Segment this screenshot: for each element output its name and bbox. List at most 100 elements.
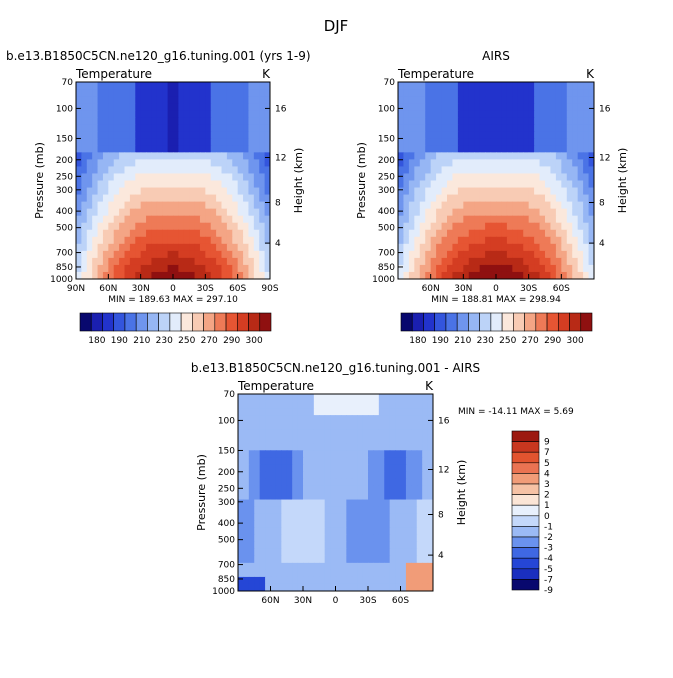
panel-airs-cell (403, 215, 410, 224)
panel-airs-cell (572, 159, 579, 168)
panel-airs-cell (506, 236, 513, 245)
panel-model-cell (173, 250, 179, 259)
panel-airs-cell (555, 250, 562, 259)
panel-diff-cell (319, 562, 326, 571)
panel-airs-cell (490, 201, 497, 210)
panel-model-cell (140, 103, 147, 111)
panel-airs-cell (398, 180, 405, 189)
panel-airs-cell (414, 138, 421, 146)
panel-airs-cell (566, 243, 573, 252)
panel-model-cell (124, 236, 131, 245)
panel-model-cell (124, 201, 131, 210)
panel-airs-cell (512, 82, 519, 90)
panel-model-xtick-label: 0 (170, 284, 176, 294)
panel-diff-cell (286, 401, 293, 409)
panel-airs-cell (398, 145, 405, 153)
panel-model-cell (221, 180, 228, 189)
panel-model-cell (140, 110, 147, 118)
panel-model-cell (216, 243, 223, 252)
panel-diff-cell (243, 499, 250, 508)
panel-diff-cell (270, 443, 277, 451)
panel-airs-cell (436, 208, 443, 217)
panel-diff-cell (373, 534, 380, 543)
panel-model-cell (140, 131, 147, 139)
panel-diff-cell (281, 408, 288, 416)
panel-model-cell (264, 103, 270, 111)
panel-airs-cell (403, 103, 410, 111)
panel-airs-cell (403, 159, 410, 168)
panel-diff-cell (389, 527, 396, 536)
panel-airs-cell (436, 117, 443, 125)
panel-airs-cell (468, 124, 475, 132)
panel-diff-cell (270, 569, 277, 578)
panel-airs-cell (403, 89, 410, 97)
panel-diff-cell (384, 485, 391, 494)
panel-airs-cell (501, 187, 508, 196)
panel-model-cell (243, 96, 250, 104)
panel-model-cell (135, 96, 142, 104)
panel-airs-cell (512, 173, 519, 182)
panel-airs-cell (490, 166, 497, 175)
panel-airs-cell (425, 222, 432, 231)
panel-diff-cell (281, 513, 288, 522)
panel-model-cell (248, 215, 255, 224)
panel-model-cell (86, 215, 93, 224)
panel-diff-cell (351, 394, 358, 402)
panel-airs-cell (479, 131, 486, 139)
panel-model-cell (221, 117, 228, 125)
panel-diff-cell (308, 583, 315, 591)
panel-airs-cell (550, 201, 557, 210)
panel-model-xtick-label: 60S (229, 284, 246, 294)
panel-model-cell (226, 187, 233, 196)
panel-airs-cell (572, 117, 579, 125)
panel-model-cell (119, 257, 126, 266)
panel-airs-cell (479, 201, 486, 210)
colorbar-diff-label: 0 (544, 512, 550, 522)
panel-diff-cell (373, 422, 380, 430)
panel-diff-cell (330, 520, 337, 529)
panel-model-cell (156, 152, 163, 160)
panel-airs-cell (474, 89, 481, 97)
panel-airs-cell (457, 215, 464, 224)
panel-airs-cell (436, 131, 443, 139)
panel-diff-cell (238, 464, 245, 472)
panel-model-cell (108, 96, 115, 104)
panel-airs-cell (403, 229, 410, 238)
panel-model-cell (167, 229, 174, 238)
panel-model-cell (243, 82, 250, 90)
panel-diff-cell (243, 583, 250, 591)
panel-model-cell (156, 159, 163, 168)
panel-airs-cell (512, 264, 519, 273)
panel-airs-cell (512, 131, 519, 139)
panel-diff-cell (416, 478, 423, 487)
panel-airs-cell (588, 173, 594, 182)
panel-diff-cell (275, 408, 282, 416)
panel-airs-cell (441, 145, 448, 153)
panel-diff-cell (422, 457, 429, 465)
panel-diff-cell (395, 499, 402, 508)
panel-model-cell (113, 208, 120, 217)
panel-diff-cell (416, 485, 423, 494)
panel-model-cell (243, 131, 250, 139)
panel-diff-cell (395, 534, 402, 543)
panel-model-cell (221, 89, 228, 97)
panel-diff-cell (422, 541, 429, 550)
panel-model-cell (183, 222, 190, 231)
panel-airs-cell (474, 96, 481, 104)
panel-airs-cell (501, 152, 508, 160)
panel-airs-cell (457, 82, 464, 90)
panel-airs-cell (490, 215, 497, 224)
panel-model-ytick-label: 250 (56, 172, 73, 182)
panel-diff-cell (248, 562, 255, 571)
panel-model-cell (108, 103, 115, 111)
panel-diff-cell (416, 548, 423, 557)
panel-model-cell (178, 229, 185, 238)
panel-model-cell (76, 194, 82, 203)
panel-diff-cell (238, 520, 245, 529)
panel-model-cell (173, 89, 179, 97)
panel-airs-cell (550, 145, 557, 153)
panel-model-cell (81, 264, 88, 273)
panel-airs-cell (403, 138, 410, 146)
panel-airs-cell (539, 89, 546, 97)
panel-diff-cell (373, 562, 380, 571)
